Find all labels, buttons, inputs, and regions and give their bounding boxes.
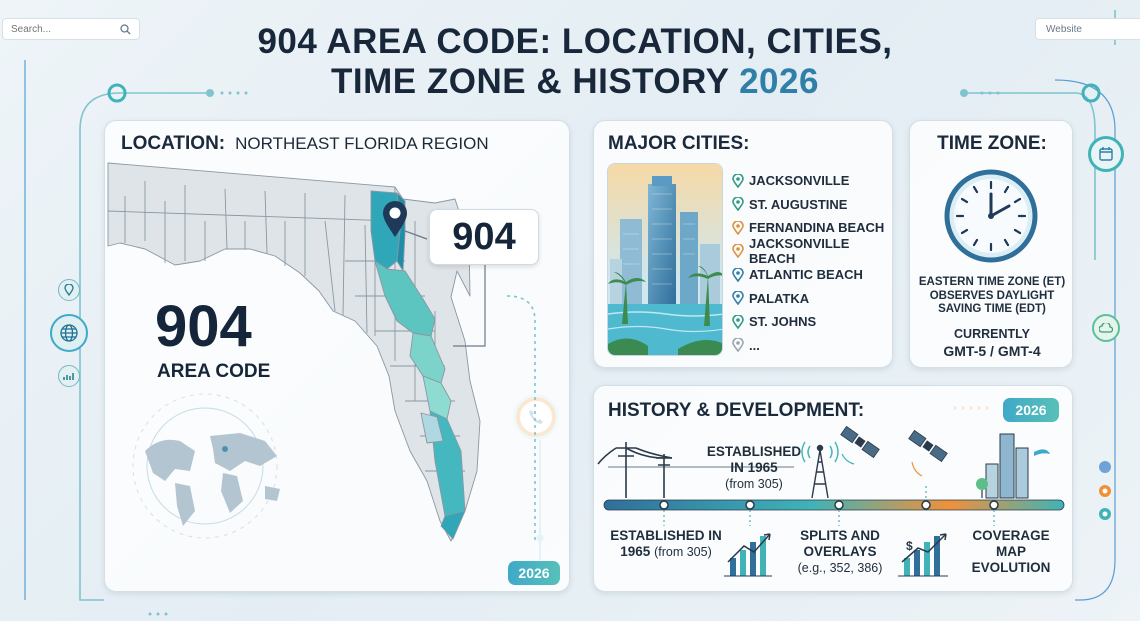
- city-name: Jacksonville: [749, 173, 850, 189]
- bar-growth-icon: $: [898, 533, 948, 577]
- location-pin-icon: [732, 244, 744, 259]
- city-name: St. Johns: [749, 314, 817, 330]
- location-heading: LOCATION: NORTHEAST FLORIDA REGION: [121, 133, 489, 155]
- history-milestone-3: COVERAGE MAP EVOLUTION: [956, 528, 1066, 576]
- search-icon[interactable]: [120, 23, 131, 35]
- city-name: ...: [749, 337, 760, 353]
- history-timeline: $: [597, 425, 1065, 577]
- history-heading: HISTORY & DEVELOPMENT:: [608, 400, 865, 421]
- florida-map: [107, 162, 536, 542]
- chart-icon: [58, 365, 80, 387]
- satellite-icon: [840, 425, 880, 459]
- location-pin-icon: [732, 220, 744, 235]
- time-zone-currently: CURRENTLY: [954, 327, 1030, 341]
- satellite-icon: [908, 429, 948, 463]
- globe-icon: [50, 314, 88, 352]
- location-card: LOCATION: NORTHEAST FLORIDA REGION: [104, 120, 570, 592]
- website-field[interactable]: Website: [1035, 18, 1140, 40]
- search-box[interactable]: [2, 18, 140, 40]
- history-year-badge: 2026: [1003, 398, 1059, 422]
- time-zone-line3: SAVING TIME (EDT): [938, 303, 1046, 315]
- location-pin-icon: [732, 291, 744, 306]
- history-top-line2: IN 1965: [730, 460, 778, 475]
- list-item: St. Johns: [732, 310, 892, 334]
- time-zone-heading: TIME ZONE:: [937, 133, 1047, 154]
- history-top-label: ESTABLISHED IN 1965 (from 305): [694, 444, 814, 492]
- city-name: Fernandina Beach: [749, 220, 885, 236]
- cell-tower-icon: [801, 441, 839, 499]
- milestone-line2: OVERLAYS: [803, 544, 877, 559]
- city-buildings-icon: [976, 433, 1050, 499]
- city-name: Palatka: [749, 290, 810, 306]
- list-item: Palatka: [732, 287, 892, 311]
- city-name: Jacksonville Beach: [749, 236, 850, 267]
- title-line1: 904 AREA CODE: LOCATION, CITIES,: [257, 22, 893, 61]
- milestone-line1: ESTABLISHED IN: [610, 528, 722, 543]
- time-zone-card: TIME ZONE: EASTERN TIME ZONE (ET) OBSERV…: [909, 120, 1073, 368]
- city-name: St. Augustine: [749, 196, 848, 212]
- milestone-line1: SPLITS AND: [800, 528, 880, 543]
- milestone-line2: MAP: [996, 544, 1026, 559]
- world-map-icon: [132, 393, 280, 539]
- milestone-line3: (e.g., 352, 386): [797, 561, 883, 575]
- city-list: Jacksonville St. Augustine Fernandina Be…: [732, 169, 892, 357]
- location-pin-icon: [732, 338, 744, 353]
- list-item: Jacksonville Beach: [732, 236, 892, 266]
- history-milestone-2: SPLITS AND OVERLAYS (e.g., 352, 386): [782, 528, 898, 576]
- title-line2: TIME ZONE & HISTORY: [331, 62, 729, 101]
- list-item: ...: [732, 334, 892, 358]
- time-zone-gmt: GMT-5 / GMT-4: [943, 343, 1041, 359]
- calendar-icon: [1088, 136, 1124, 172]
- title-year: 2026: [739, 62, 819, 101]
- milestone-line3: (from 305): [654, 545, 712, 559]
- location-pin-icon: [732, 173, 744, 188]
- bar-growth-icon: [724, 533, 772, 577]
- website-label: Website: [1046, 23, 1082, 35]
- location-heading-label: LOCATION:: [121, 133, 226, 154]
- location-pin-icon: [732, 267, 744, 282]
- clock-icon: [944, 169, 1038, 263]
- list-item: Fernandina Beach: [732, 216, 892, 240]
- time-zone-description: EASTERN TIME ZONE (ET) OBSERVES DAYLIGHT…: [914, 276, 1070, 317]
- utility-pole-icon: [597, 442, 673, 498]
- list-item: St. Augustine: [732, 193, 892, 217]
- svg-text:$: $: [906, 539, 913, 553]
- milestone-line2: 1965: [620, 544, 651, 559]
- history-top-line1: ESTABLISHED: [706, 444, 802, 459]
- time-zone-line2: OBSERVES DAYLIGHT: [929, 289, 1055, 302]
- area-code-callout: 904: [429, 209, 539, 265]
- location-region: NORTHEAST FLORIDA REGION: [235, 134, 489, 153]
- cities-card: MAJOR CITIES: Jacksonville St. Augustine: [593, 120, 893, 368]
- city-skyline-illustration: [607, 163, 723, 356]
- location-pin-icon: [732, 197, 744, 212]
- cloud-icon: [1092, 314, 1120, 342]
- list-item: Jacksonville: [732, 169, 892, 193]
- location-pin-icon: [732, 314, 744, 329]
- history-top-line3: (from 305): [725, 477, 783, 491]
- area-code-number: 904: [155, 294, 252, 359]
- time-zone-line1: EASTERN TIME ZONE (ET): [918, 276, 1066, 288]
- history-milestone-1: ESTABLISHED IN 1965 (from 305): [602, 528, 730, 560]
- cities-heading: MAJOR CITIES:: [608, 133, 750, 154]
- indicator-dots: [1098, 460, 1112, 530]
- area-code-label: AREA CODE: [157, 361, 271, 382]
- milestone-line1: COVERAGE: [972, 528, 1050, 543]
- city-name: Atlantic Beach: [749, 267, 863, 283]
- history-card: HISTORY & DEVELOPMENT: 2026: [593, 385, 1073, 592]
- location-pin-icon: [58, 279, 80, 301]
- map-pin-icon: [383, 201, 407, 237]
- location-year-badge: 2026: [508, 561, 560, 585]
- page-title: 904 AREA CODE: LOCATION, CITIES, TIME ZO…: [150, 22, 1000, 102]
- list-item: Atlantic Beach: [732, 263, 892, 287]
- milestone-line3: EVOLUTION: [971, 560, 1051, 575]
- search-input[interactable]: [11, 23, 120, 35]
